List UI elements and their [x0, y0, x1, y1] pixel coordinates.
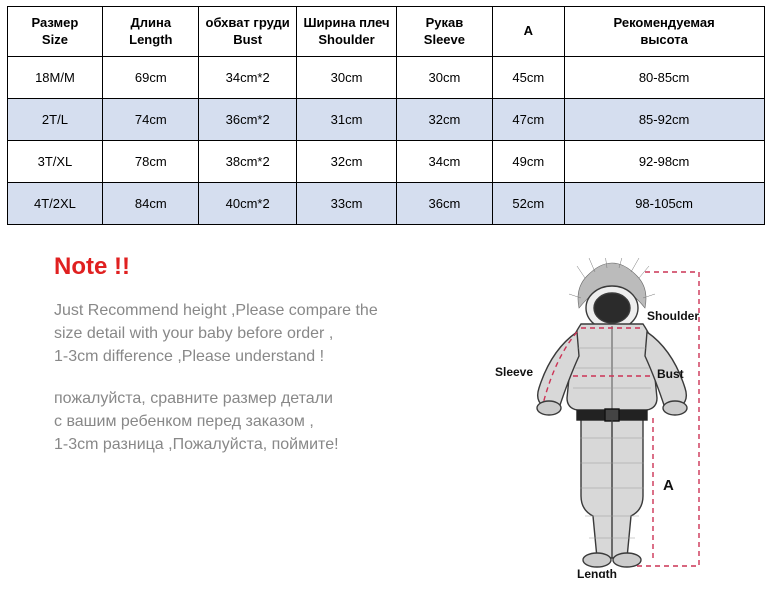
col-header: A	[492, 7, 564, 57]
note-en-line2: size detail with your baby before order …	[54, 325, 333, 342]
col-header-ru: Ширина плеч	[303, 15, 389, 30]
note-ru-line1: пожалуйста, сравните размер детали	[54, 390, 333, 407]
label-sleeve: Sleeve	[495, 365, 533, 379]
cell-sleeve: 36cm	[396, 183, 492, 225]
col-header: Размер Size	[7, 7, 103, 57]
cell-size: 2T/L	[7, 99, 103, 141]
col-header-ru: Рекомендуемая	[614, 15, 715, 30]
col-header: Рекомендуемая высота	[564, 7, 764, 57]
note-text-ru: пожалуйста, сравните размер детали с ваш…	[54, 387, 474, 457]
label-bust: Bust	[657, 367, 684, 381]
size-table: РазмерSize ДлинаLength обхват грудиBust …	[7, 6, 765, 225]
cell-size: 18M/M	[7, 57, 103, 99]
label-shoulder: Shoulder	[647, 309, 699, 323]
cell-bust: 34cm*2	[199, 57, 297, 99]
col-header-ru: Рукав	[426, 15, 464, 30]
cell-shoulder: 30cm	[297, 57, 397, 99]
col-header-en: Bust	[233, 32, 262, 47]
cell-a: 45cm	[492, 57, 564, 99]
cell-height: 80-85cm	[564, 57, 764, 99]
col-header-en: Shoulder	[318, 32, 374, 47]
cell-height: 85-92cm	[564, 99, 764, 141]
cell-height: 92-98cm	[564, 141, 764, 183]
label-length: Length	[577, 567, 617, 578]
cell-bust: 38cm*2	[199, 141, 297, 183]
cell-a: 52cm	[492, 183, 564, 225]
cell-size: 4T/2XL	[7, 183, 103, 225]
cell-sleeve: 30cm	[396, 57, 492, 99]
col-header-en: высота	[640, 32, 688, 47]
table-body: 18M/M 69cm 34cm*2 30cm 30cm 45cm 80-85cm…	[7, 57, 764, 225]
cell-sleeve: 32cm	[396, 99, 492, 141]
cell-length: 84cm	[103, 183, 199, 225]
col-header-en: Length	[129, 32, 172, 47]
col-header-en: Sleeve	[424, 32, 465, 47]
col-header: Ширина плеч Shoulder	[297, 7, 397, 57]
table-row: 4T/2XL 84cm 40cm*2 33cm 36cm 52cm 98-105…	[7, 183, 764, 225]
col-header: Рукав Sleeve	[396, 7, 492, 57]
cell-sleeve: 34cm	[396, 141, 492, 183]
col-header: обхват груди Bust	[199, 7, 297, 57]
table-row: 18M/M 69cm 34cm*2 30cm 30cm 45cm 80-85cm	[7, 57, 764, 99]
col-header: Длина Length	[103, 7, 199, 57]
col-header-ru: Длина	[131, 15, 172, 30]
note-en-line3: 1-3cm difference ,Please understand !	[54, 348, 324, 365]
cell-bust: 40cm*2	[199, 183, 297, 225]
cell-length: 69cm	[103, 57, 199, 99]
col-header-ru: обхват груди	[206, 15, 290, 30]
table-row: 3T/XL 78cm 38cm*2 32cm 34cm 49cm 92-98cm	[7, 141, 764, 183]
col-header-en: Size	[42, 32, 68, 47]
label-a: A	[663, 477, 674, 494]
note-ru-line2: с вашим ребенком перед заказом ,	[54, 413, 314, 430]
table-row: 2T/L 74cm 36cm*2 31cm 32cm 47cm 85-92cm	[7, 99, 764, 141]
note-text-en: Just Recommend height ,Please compare th…	[54, 299, 434, 369]
cell-bust: 36cm*2	[199, 99, 297, 141]
cell-shoulder: 32cm	[297, 141, 397, 183]
cell-size: 3T/XL	[7, 141, 103, 183]
garment-diagram: Shoulder Sleeve Bust A Length	[477, 258, 747, 578]
note-en-line1: Just Recommend height ,Please compare th…	[54, 302, 378, 319]
table-header-row: РазмерSize ДлинаLength обхват грудиBust …	[7, 7, 764, 57]
col-header-ru: Размер	[32, 15, 79, 30]
note-ru-line3: 1-3cm разница ,Пожалуйста, поймите!	[54, 436, 339, 453]
cell-shoulder: 33cm	[297, 183, 397, 225]
cell-height: 98-105cm	[564, 183, 764, 225]
cell-a: 49cm	[492, 141, 564, 183]
cell-length: 78cm	[103, 141, 199, 183]
col-header-ru: A	[524, 23, 533, 38]
cell-shoulder: 31cm	[297, 99, 397, 141]
cell-a: 47cm	[492, 99, 564, 141]
cell-length: 74cm	[103, 99, 199, 141]
